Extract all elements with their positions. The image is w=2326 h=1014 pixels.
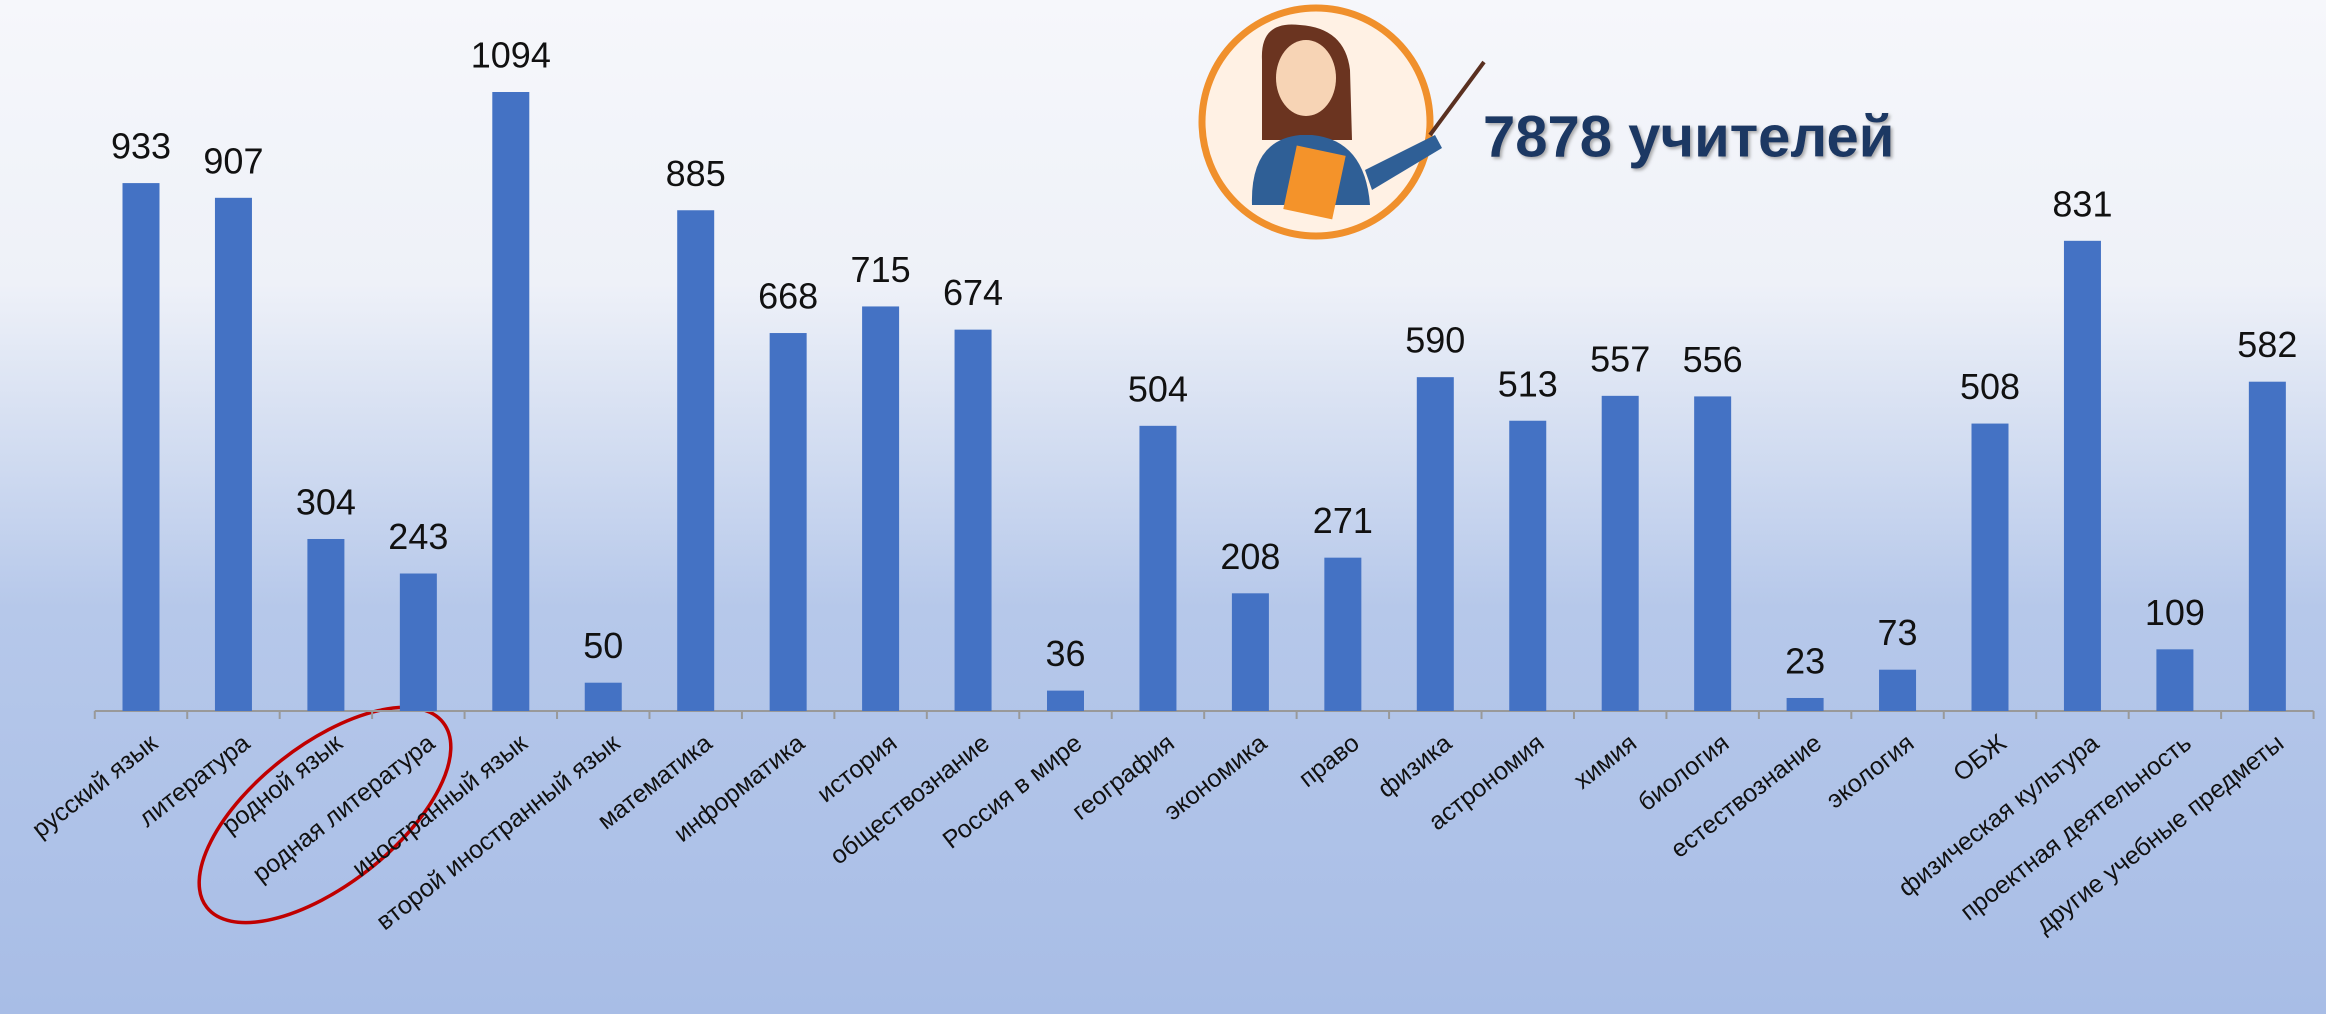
value-label: 590 xyxy=(1405,320,1465,361)
value-label: 557 xyxy=(1590,338,1650,379)
value-label: 36 xyxy=(1045,633,1085,674)
value-label: 271 xyxy=(1313,500,1373,541)
bar xyxy=(1324,557,1362,711)
bar xyxy=(399,573,437,711)
bar xyxy=(1047,690,1084,711)
bar xyxy=(1231,593,1269,711)
value-label: 885 xyxy=(666,153,726,194)
value-label: 1094 xyxy=(471,35,551,76)
bar xyxy=(1694,396,1732,711)
bar xyxy=(307,538,345,711)
value-label: 304 xyxy=(296,482,356,523)
bar xyxy=(2063,240,2101,711)
value-label: 513 xyxy=(1498,363,1558,404)
bar xyxy=(1786,697,1824,711)
value-label: 933 xyxy=(111,126,171,167)
value-label: 50 xyxy=(583,625,623,666)
bar xyxy=(122,183,160,712)
value-label: 907 xyxy=(203,140,263,181)
value-label: 243 xyxy=(388,516,448,557)
value-label: 556 xyxy=(1683,339,1743,380)
bar xyxy=(2248,381,2286,711)
bar xyxy=(584,682,622,711)
bar xyxy=(1509,420,1547,711)
chart-title: 7878 учителей xyxy=(1483,104,1894,169)
value-label: 508 xyxy=(1960,366,2020,407)
bar xyxy=(1601,395,1639,711)
bar xyxy=(1416,377,1454,711)
teacher-illustration xyxy=(1198,4,1486,240)
bar xyxy=(2156,649,2194,711)
value-label: 831 xyxy=(2052,183,2112,224)
bar xyxy=(1139,425,1177,711)
bar xyxy=(214,197,252,711)
value-label: 109 xyxy=(2145,592,2205,633)
highlight-ellipse xyxy=(197,705,453,925)
bar xyxy=(769,333,807,711)
bar xyxy=(1971,423,2009,711)
bar xyxy=(1879,669,1917,711)
value-label: 504 xyxy=(1128,368,1188,409)
value-label: 582 xyxy=(2237,324,2297,365)
value-label: 715 xyxy=(851,249,911,290)
value-label: 23 xyxy=(1785,641,1825,682)
bar xyxy=(677,210,715,712)
bar xyxy=(492,92,530,711)
bar xyxy=(862,306,900,711)
value-label: 674 xyxy=(943,272,1003,313)
bar xyxy=(954,329,992,711)
value-label: 668 xyxy=(758,276,818,317)
value-label: 208 xyxy=(1220,536,1280,577)
value-label: 73 xyxy=(1878,612,1918,653)
